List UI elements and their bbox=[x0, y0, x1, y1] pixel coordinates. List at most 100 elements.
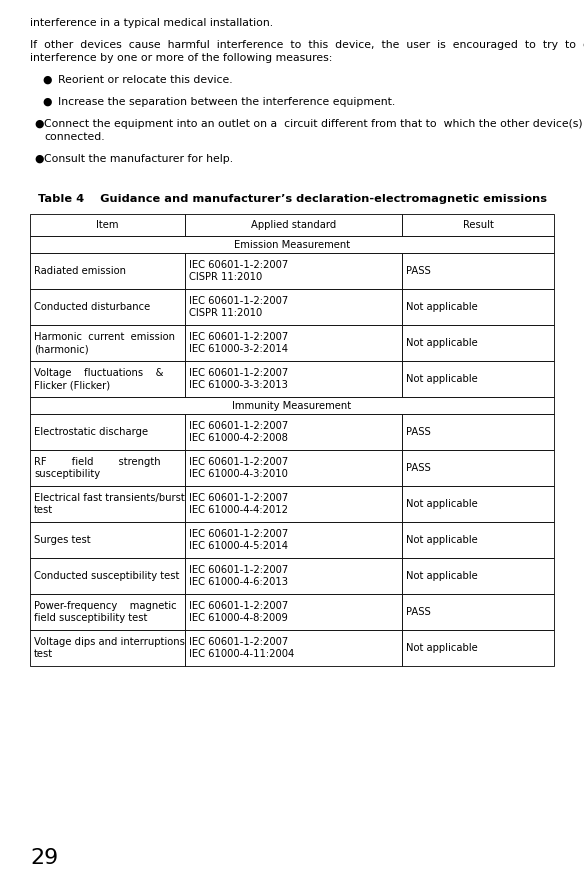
Text: IEC 61000-4-11:2004: IEC 61000-4-11:2004 bbox=[189, 649, 294, 659]
Text: Harmonic  current  emission: Harmonic current emission bbox=[34, 332, 175, 342]
Bar bbox=[185, 214, 402, 236]
Bar bbox=[185, 361, 402, 397]
Text: IEC 60601-1-2:2007: IEC 60601-1-2:2007 bbox=[189, 565, 288, 575]
Text: field susceptibility test: field susceptibility test bbox=[34, 613, 147, 623]
Bar bbox=[185, 486, 402, 522]
Text: Connect the equipment into an outlet on a  circuit different from that to  which: Connect the equipment into an outlet on … bbox=[44, 119, 584, 129]
Bar bbox=[30, 289, 185, 325]
Text: Table 4    Guidance and manufacturer’s declaration-electromagnetic emissions: Table 4 Guidance and manufacturer’s decl… bbox=[37, 194, 547, 204]
Text: IEC 61000-4-2:2008: IEC 61000-4-2:2008 bbox=[189, 433, 287, 443]
Bar bbox=[402, 214, 554, 236]
Text: IEC 60601-1-2:2007: IEC 60601-1-2:2007 bbox=[189, 368, 288, 378]
Text: Not applicable: Not applicable bbox=[406, 499, 478, 509]
Text: ●: ● bbox=[42, 97, 51, 107]
Text: Not applicable: Not applicable bbox=[406, 338, 478, 348]
Bar bbox=[30, 325, 185, 361]
Text: connected.: connected. bbox=[44, 132, 105, 142]
Text: Applied standard: Applied standard bbox=[251, 220, 336, 230]
Text: IEC 61000-3-2:2014: IEC 61000-3-2:2014 bbox=[189, 344, 287, 354]
Bar bbox=[185, 522, 402, 558]
Text: Increase the separation between the interference equipment.: Increase the separation between the inte… bbox=[58, 97, 395, 107]
Bar bbox=[30, 397, 554, 414]
Text: IEC 60601-1-2:2007: IEC 60601-1-2:2007 bbox=[189, 493, 288, 503]
Text: Electrical fast transients/burst: Electrical fast transients/burst bbox=[34, 493, 185, 503]
Bar bbox=[402, 325, 554, 361]
Text: Not applicable: Not applicable bbox=[406, 643, 478, 653]
Bar bbox=[185, 594, 402, 630]
Text: Conducted susceptibility test: Conducted susceptibility test bbox=[34, 571, 179, 581]
Text: IEC 61000-4-6:2013: IEC 61000-4-6:2013 bbox=[189, 577, 287, 587]
Text: test: test bbox=[34, 649, 53, 659]
Text: PASS: PASS bbox=[406, 607, 431, 617]
Bar bbox=[30, 594, 185, 630]
Text: Not applicable: Not applicable bbox=[406, 374, 478, 384]
Bar bbox=[30, 361, 185, 397]
Text: Emission Measurement: Emission Measurement bbox=[234, 239, 350, 249]
Bar bbox=[185, 630, 402, 666]
Text: CISPR 11:2010: CISPR 11:2010 bbox=[189, 308, 262, 318]
Text: Result: Result bbox=[463, 220, 493, 230]
Bar bbox=[402, 630, 554, 666]
Bar bbox=[402, 450, 554, 486]
Bar bbox=[185, 289, 402, 325]
Bar bbox=[30, 558, 185, 594]
Bar bbox=[402, 522, 554, 558]
Text: test: test bbox=[34, 505, 53, 515]
Text: Flicker (Flicker): Flicker (Flicker) bbox=[34, 380, 110, 390]
Bar bbox=[185, 253, 402, 289]
Text: ●: ● bbox=[42, 75, 51, 85]
Text: IEC 60601-1-2:2007: IEC 60601-1-2:2007 bbox=[189, 332, 288, 342]
Text: Not applicable: Not applicable bbox=[406, 571, 478, 581]
Bar bbox=[185, 558, 402, 594]
Text: IEC 60601-1-2:2007: IEC 60601-1-2:2007 bbox=[189, 601, 288, 611]
Text: IEC 61000-4-3:2010: IEC 61000-4-3:2010 bbox=[189, 469, 287, 479]
Bar bbox=[30, 630, 185, 666]
Text: ●: ● bbox=[34, 154, 43, 164]
Bar bbox=[30, 486, 185, 522]
Text: RF        field        strength: RF field strength bbox=[34, 457, 161, 467]
Text: IEC 61000-3-3:2013: IEC 61000-3-3:2013 bbox=[189, 380, 287, 390]
Text: Immunity Measurement: Immunity Measurement bbox=[232, 401, 352, 410]
Bar bbox=[185, 450, 402, 486]
Text: CISPR 11:2010: CISPR 11:2010 bbox=[189, 272, 262, 282]
Text: Power-frequency    magnetic: Power-frequency magnetic bbox=[34, 601, 176, 611]
Text: If  other  devices  cause  harmful  interference  to  this  device,  the  user  : If other devices cause harmful interfere… bbox=[30, 40, 584, 50]
Text: (harmonic): (harmonic) bbox=[34, 344, 89, 354]
Bar bbox=[402, 594, 554, 630]
Text: IEC 60601-1-2:2007: IEC 60601-1-2:2007 bbox=[189, 421, 288, 431]
Text: PASS: PASS bbox=[406, 266, 431, 276]
Bar bbox=[402, 486, 554, 522]
Text: Not applicable: Not applicable bbox=[406, 535, 478, 545]
Bar bbox=[30, 253, 185, 289]
Text: ●: ● bbox=[34, 119, 43, 129]
Text: Conducted disturbance: Conducted disturbance bbox=[34, 302, 150, 312]
Bar bbox=[402, 253, 554, 289]
Text: Radiated emission: Radiated emission bbox=[34, 266, 126, 276]
Text: IEC 60601-1-2:2007: IEC 60601-1-2:2007 bbox=[189, 260, 288, 270]
Text: 29: 29 bbox=[30, 848, 58, 868]
Text: Voltage    fluctuations    &: Voltage fluctuations & bbox=[34, 368, 164, 378]
Bar bbox=[402, 361, 554, 397]
Text: IEC 60601-1-2:2007: IEC 60601-1-2:2007 bbox=[189, 296, 288, 306]
Text: interference in a typical medical installation.: interference in a typical medical instal… bbox=[30, 18, 273, 28]
Text: IEC 60601-1-2:2007: IEC 60601-1-2:2007 bbox=[189, 529, 288, 539]
Bar bbox=[185, 325, 402, 361]
Bar bbox=[30, 522, 185, 558]
Bar bbox=[30, 236, 554, 253]
Text: interference by one or more of the following measures:: interference by one or more of the follo… bbox=[30, 53, 332, 63]
Text: Reorient or relocate this device.: Reorient or relocate this device. bbox=[58, 75, 232, 85]
Text: Voltage dips and interruptions: Voltage dips and interruptions bbox=[34, 637, 185, 647]
Bar bbox=[30, 450, 185, 486]
Bar bbox=[402, 289, 554, 325]
Text: IEC 61000-4-4:2012: IEC 61000-4-4:2012 bbox=[189, 505, 287, 515]
Text: IEC 61000-4-5:2014: IEC 61000-4-5:2014 bbox=[189, 541, 287, 551]
Bar bbox=[30, 214, 185, 236]
Text: Item: Item bbox=[96, 220, 119, 230]
Bar bbox=[30, 414, 185, 450]
Text: Consult the manufacturer for help.: Consult the manufacturer for help. bbox=[44, 154, 233, 164]
Bar bbox=[185, 414, 402, 450]
Text: IEC 61000-4-8:2009: IEC 61000-4-8:2009 bbox=[189, 613, 287, 623]
Bar bbox=[402, 558, 554, 594]
Text: IEC 60601-1-2:2007: IEC 60601-1-2:2007 bbox=[189, 637, 288, 647]
Text: PASS: PASS bbox=[406, 427, 431, 437]
